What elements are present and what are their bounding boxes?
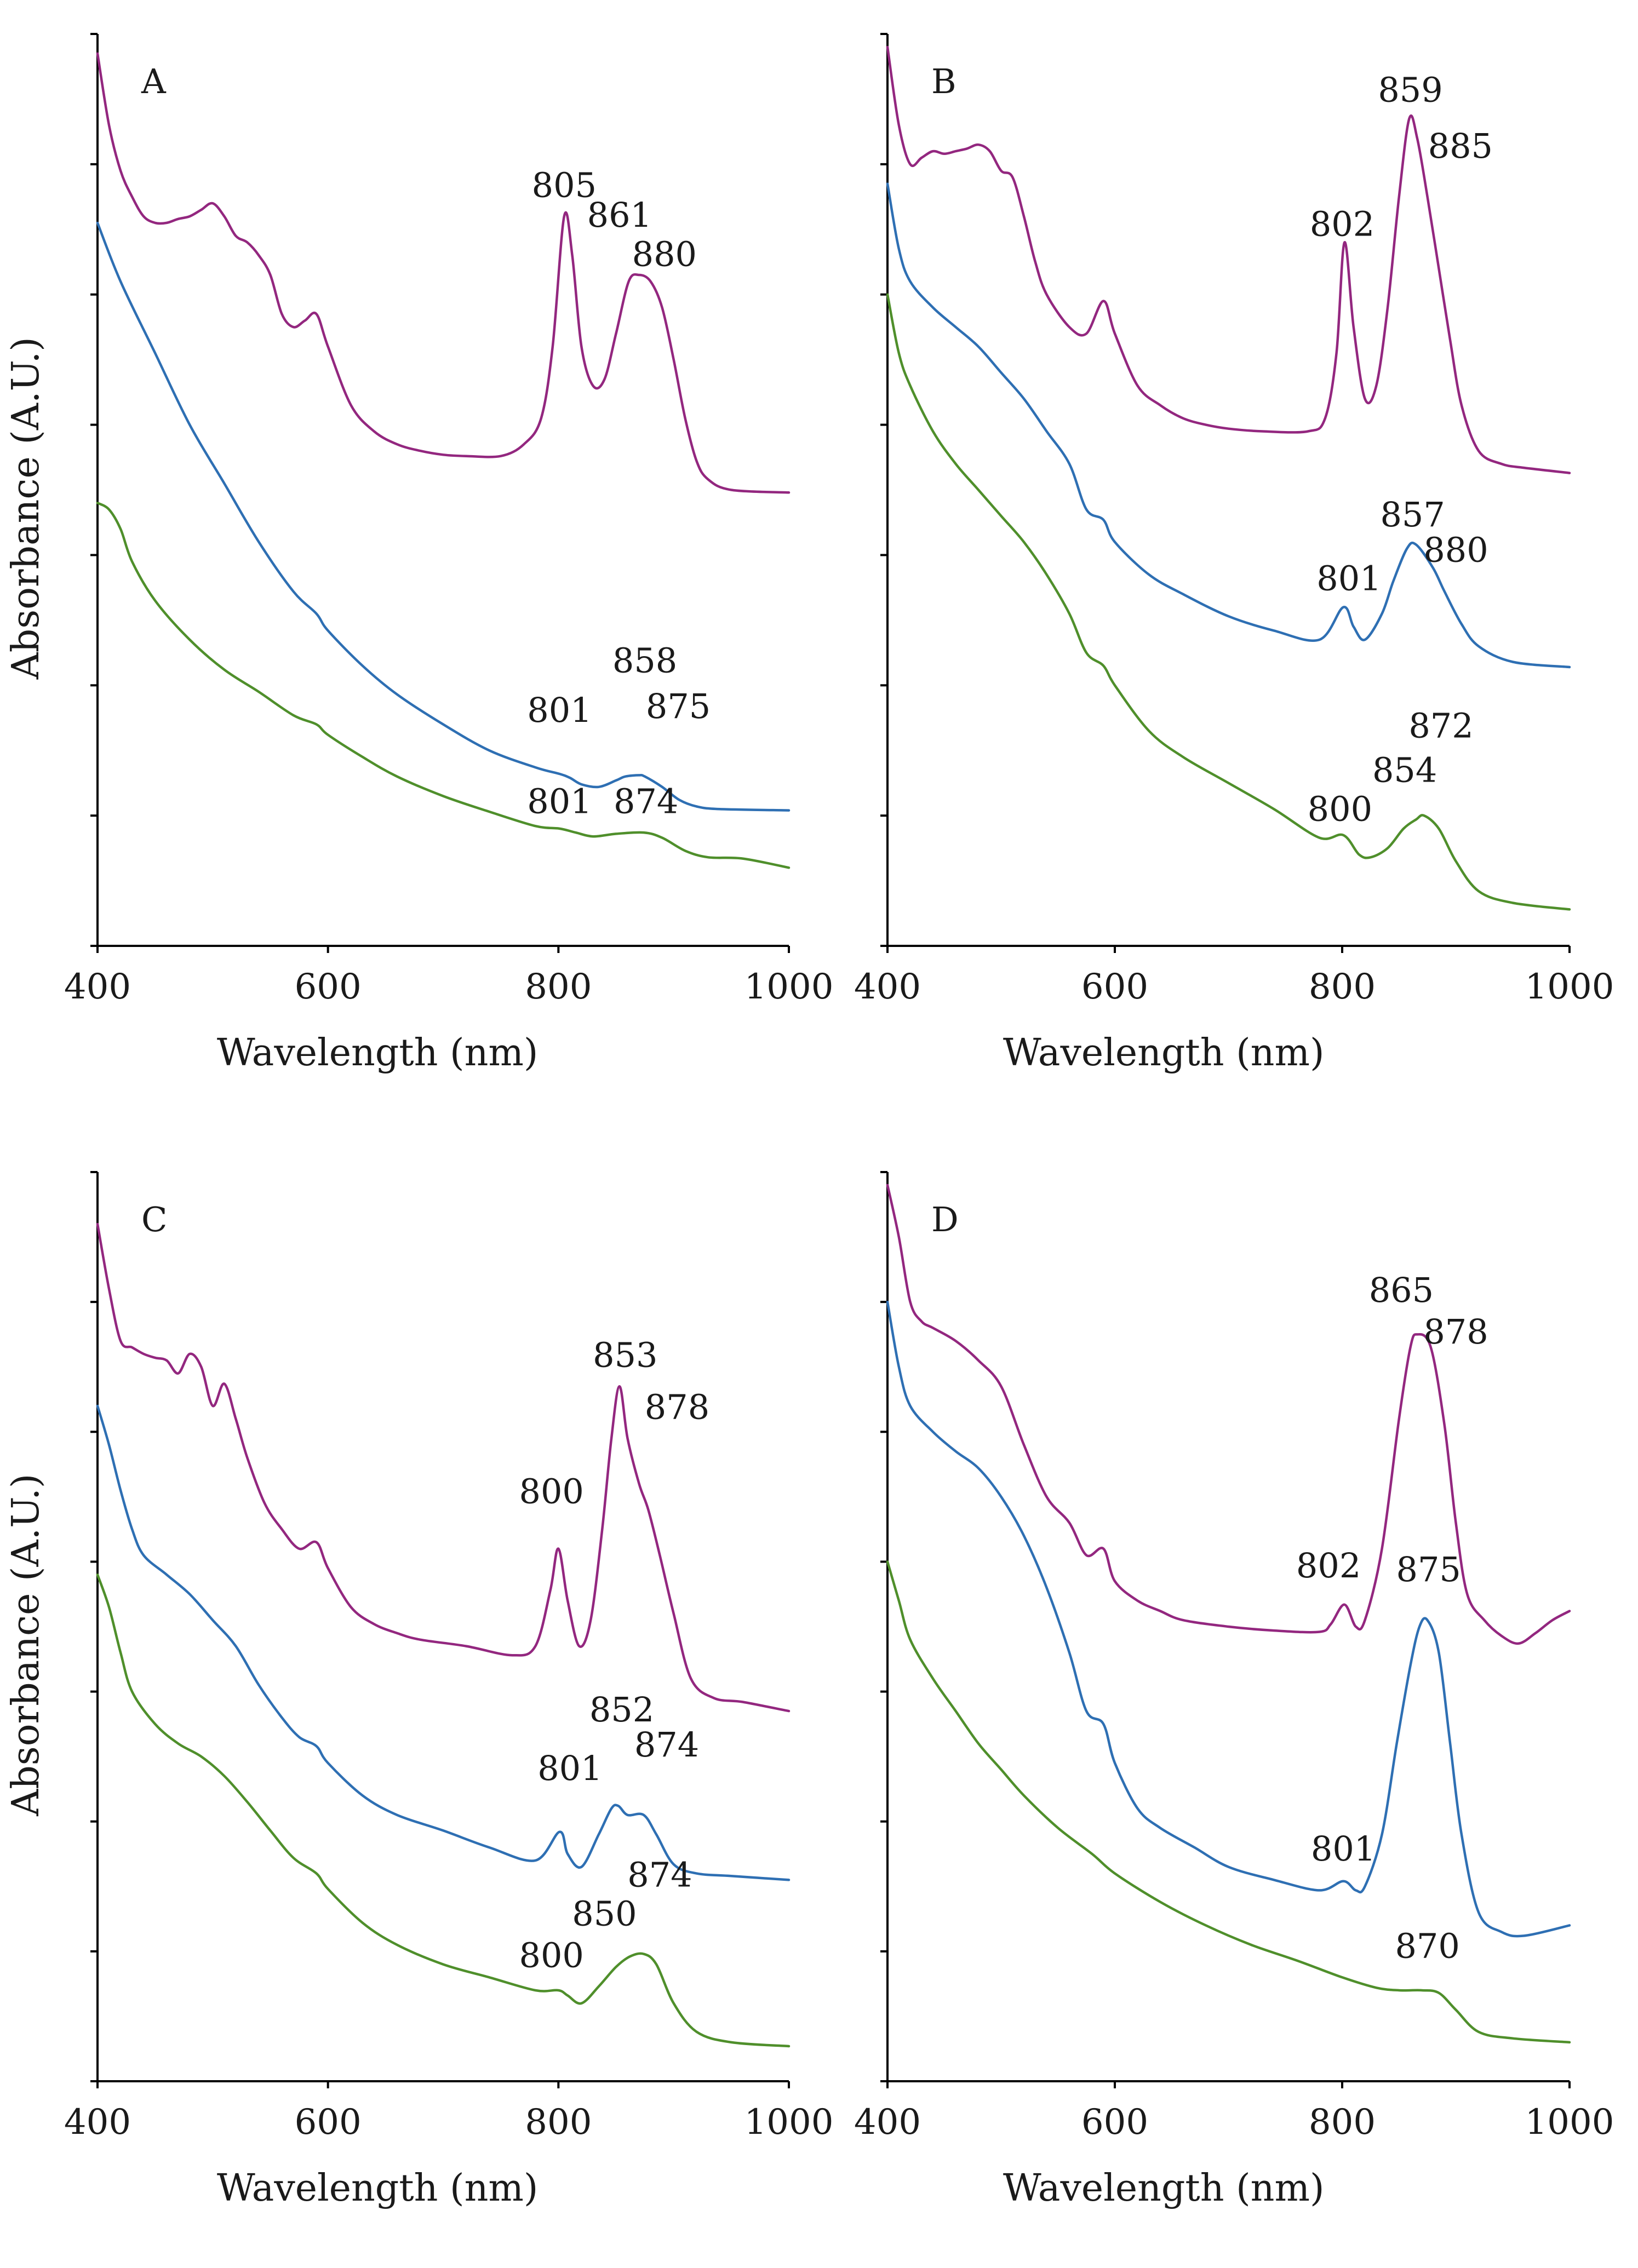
x-tick-label: 400 — [64, 967, 131, 1007]
peak-label: 875 — [646, 686, 711, 726]
series-line-blue — [96, 221, 791, 812]
peak-label: 805 — [532, 165, 597, 205]
peak-label: 800 — [519, 1472, 584, 1512]
x-tick-label: 1000 — [1525, 967, 1614, 1007]
peak-label: 874 — [627, 1854, 692, 1894]
peak-label: 857 — [1380, 495, 1445, 535]
panel-label: B — [931, 61, 957, 101]
x-tick-label: 400 — [64, 2102, 131, 2143]
panel-a: 400 600 800 1000 Wavelength (nm) Absorbance (… — [4, 33, 834, 1075]
series-line-green — [96, 502, 791, 869]
peak-label: 875 — [1396, 1549, 1461, 1589]
peak-label: 801 — [1316, 559, 1381, 599]
peak-label: 801 — [537, 1748, 602, 1788]
panel-b: 400 600 800 1000 Wavelength (nm) B 859 885 802 85… — [854, 33, 1614, 1075]
peak-label: 874 — [634, 1725, 699, 1765]
x-tick-label: 800 — [1309, 2102, 1376, 2143]
series-line-green — [886, 293, 1571, 911]
series-line-purple — [96, 52, 791, 494]
peak-label: 878 — [1423, 1312, 1488, 1352]
peak-label: 800 — [519, 1935, 584, 1975]
x-tick-label: 800 — [525, 2102, 592, 2143]
series-line-green — [96, 1573, 791, 2048]
peak-label: 865 — [1369, 1270, 1434, 1310]
x-axis-title: Wavelength (nm) — [1003, 2167, 1325, 2210]
y-axis-title: Absorbance (A.U.) — [4, 1474, 48, 1817]
peak-label: 872 — [1408, 705, 1473, 745]
peak-label: 880 — [1423, 530, 1488, 570]
peak-label: 853 — [593, 1335, 657, 1375]
x-axis-title: Wavelength (nm) — [217, 1031, 539, 1075]
x-tick-label: 400 — [854, 967, 921, 1007]
peak-label: 861 — [587, 195, 652, 235]
peak-label: 802 — [1296, 1546, 1361, 1586]
x-axis-title: Wavelength (nm) — [217, 2167, 539, 2210]
peak-label: 854 — [1372, 750, 1437, 790]
peak-label: 801 — [527, 690, 592, 730]
peak-label: 880 — [632, 234, 697, 274]
series-line-purple — [96, 1222, 791, 1713]
x-tick-label: 600 — [295, 2102, 362, 2143]
x-tick-label: 800 — [525, 967, 592, 1007]
peak-label: 878 — [645, 1387, 709, 1427]
x-tick-label: 600 — [295, 967, 362, 1007]
panel-label: C — [141, 1199, 167, 1239]
y-axis-title: Absorbance (A.U.) — [4, 337, 48, 680]
peak-label: 852 — [589, 1690, 654, 1730]
series-line-purple — [886, 1184, 1571, 1645]
series-line-blue — [886, 1300, 1571, 1938]
peak-label: 858 — [612, 641, 677, 681]
x-tick-label: 1000 — [1525, 2102, 1614, 2143]
panel-label: A — [141, 61, 167, 101]
peak-label: 800 — [1308, 789, 1372, 829]
peak-label: 850 — [572, 1893, 637, 1933]
series-line-purple — [886, 45, 1571, 474]
series-line-blue — [96, 1404, 791, 1881]
peak-label: 859 — [1378, 70, 1442, 110]
x-axis-title: Wavelength (nm) — [1003, 1031, 1325, 1075]
series-line-blue — [886, 182, 1571, 669]
peak-label: 801 — [1311, 1829, 1376, 1869]
x-tick-label: 1000 — [744, 967, 834, 1007]
peak-label: 802 — [1310, 204, 1374, 244]
x-tick-label: 400 — [854, 2102, 921, 2143]
peak-label: 885 — [1428, 126, 1493, 166]
panels: 400 600 800 1000 Wavelength (nm) Absorbance (… — [4, 33, 1614, 2210]
series-line-green — [886, 1560, 1571, 2044]
x-tick-label: 800 — [1309, 967, 1376, 1007]
x-tick-label: 1000 — [744, 2102, 834, 2143]
panel-c: 400 600 800 1000 Wavelength (nm) Absorbance (… — [4, 1171, 834, 2210]
peak-label: 801 — [527, 781, 592, 821]
x-tick-label: 600 — [1081, 2102, 1148, 2143]
x-tick-label: 600 — [1081, 967, 1148, 1007]
panel-label: D — [931, 1199, 959, 1239]
peak-label: 874 — [614, 781, 678, 821]
peak-label: 870 — [1395, 1926, 1459, 1966]
